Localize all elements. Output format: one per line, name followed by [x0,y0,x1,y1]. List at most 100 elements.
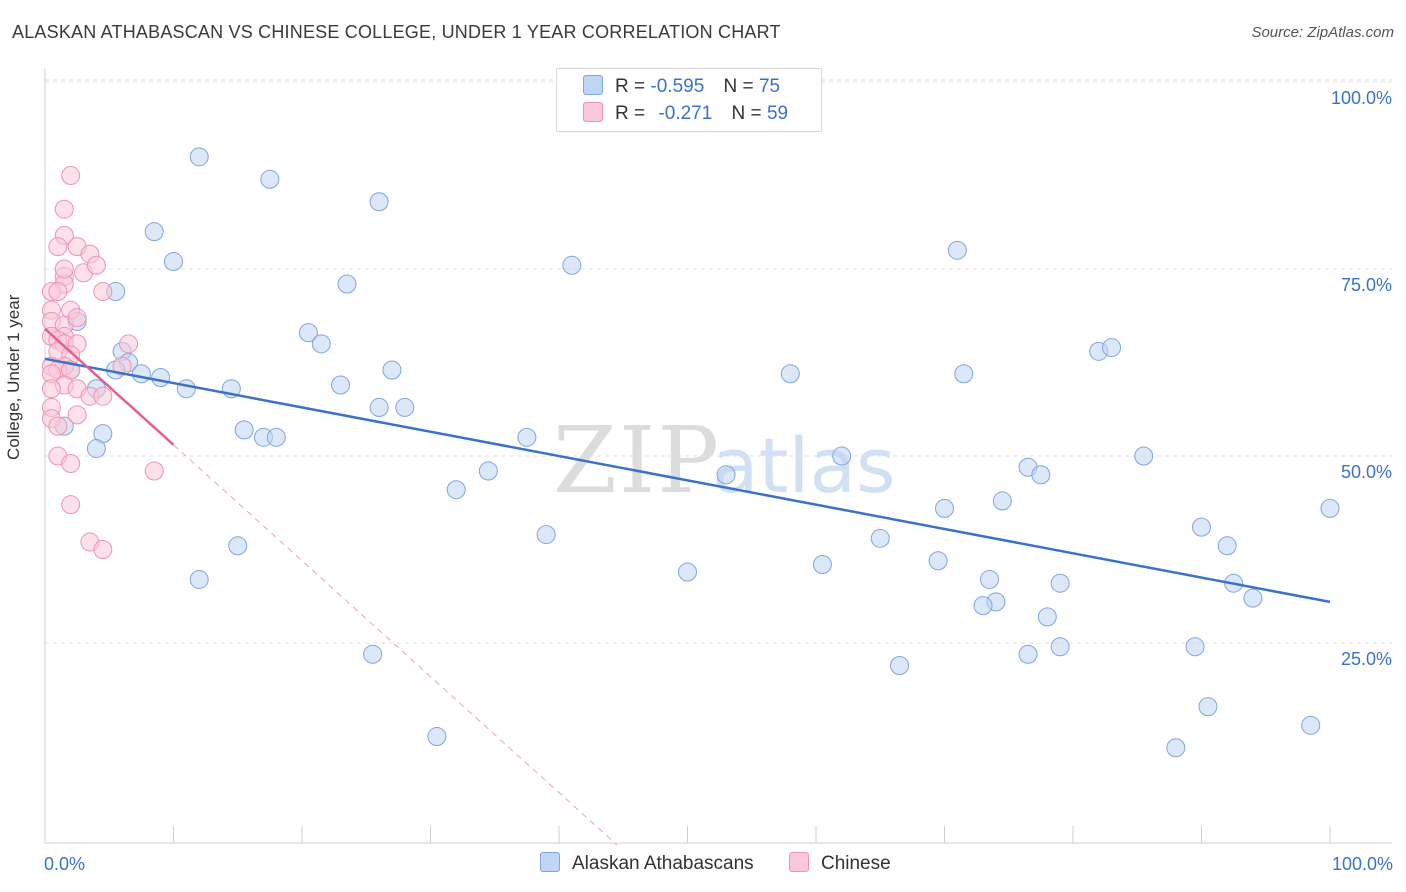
point-chinese [48,237,68,257]
point-chinese [48,281,68,301]
series-name: Chinese [820,853,891,874]
legend-swatch-blue [583,75,603,95]
point-chinese [61,166,81,186]
point-athabascan [1031,465,1051,485]
x-tick-label: 0.0% [44,854,85,874]
point-chinese [86,255,106,275]
point-athabascan [164,252,183,272]
point-athabascan [176,379,196,399]
legend-r-label: R = [615,76,646,97]
point-chinese [61,495,81,515]
point-athabascan [973,596,993,616]
point-athabascan [298,323,318,343]
point-athabascan [780,364,800,384]
point-athabascan [337,274,357,294]
point-athabascan [260,169,280,189]
point-chinese [67,405,87,425]
x-tick-label: 100.0% [1332,854,1393,874]
trendline-chinese [44,327,175,446]
point-athabascan [228,536,248,556]
point-athabascan [992,491,1012,511]
point-athabascan [1166,738,1186,758]
series-legend-athabascan[interactable]: Alaskan Athabascans [540,852,754,875]
point-athabascan [1217,536,1237,556]
point-athabascan [1102,338,1122,358]
legend-row-athabascan: R = -0.595 N = 75 [583,75,780,99]
point-athabascan [382,360,402,380]
y-tick-label: 25.0% [1341,649,1392,669]
legend-n-label: N = [723,76,754,97]
point-athabascan [395,397,415,417]
point-athabascan [234,420,254,440]
source-credit: Source: ZipAtlas.com [1251,24,1394,41]
chart-title: ALASKAN ATHABASCAN VS CHINESE COLLEGE, U… [12,22,781,42]
point-chinese [54,199,74,219]
point-athabascan [832,446,852,466]
legend-r-value: -0.271 [658,103,713,124]
point-athabascan [369,397,389,417]
point-athabascan [151,368,171,387]
series-name: Alaskan Athabascans [572,853,754,874]
legend-row-chinese: R = -0.271 N = 59 [583,102,788,126]
point-athabascan [1018,644,1038,664]
point-chinese [67,308,87,328]
point-athabascan [1198,697,1218,717]
point-athabascan [678,562,697,582]
point-athabascan [562,255,582,275]
y-axis-label: College, Under 1 year [4,294,23,460]
trendline-chinese-extension [173,444,618,846]
point-athabascan [870,528,890,548]
point-athabascan [517,427,537,447]
y-tick-label: 100.0% [1331,88,1392,108]
point-athabascan [86,439,106,459]
series-legend-chinese[interactable]: Chinese [788,852,891,875]
point-chinese [93,540,113,560]
point-athabascan [1134,446,1154,466]
point-athabascan [1037,607,1057,627]
point-chinese [144,461,164,481]
point-chinese [112,356,132,376]
point-chinese [48,416,68,436]
point-athabascan [331,375,351,395]
point-athabascan [954,364,974,384]
point-athabascan [311,334,331,354]
point-athabascan [812,555,832,574]
legend-n-value: 75 [758,76,781,97]
legend-r-label: R = [615,103,646,124]
point-athabascan [1185,637,1205,657]
point-athabascan [369,192,389,212]
point-athabascan [716,465,736,485]
legend-n-label: N = [731,103,762,124]
point-chinese [93,281,113,301]
y-tick-label: 75.0% [1341,275,1392,295]
point-chinese [61,454,81,474]
point-athabascan [1050,573,1070,593]
point-athabascan [935,498,954,518]
point-chinese [41,379,61,399]
legend-swatch-pink [583,102,603,122]
legend-n-value: 59 [766,103,789,124]
series-swatch-pink [788,852,809,872]
point-athabascan [1320,498,1340,518]
point-chinese [93,386,113,406]
point-athabascan [1301,715,1321,735]
point-chinese [119,334,139,354]
point-athabascan [1243,588,1263,608]
point-athabascan [363,644,383,664]
point-athabascan [536,525,556,545]
point-athabascan [144,222,164,242]
point-athabascan [266,427,286,447]
point-athabascan [928,551,948,571]
point-athabascan [890,655,910,675]
point-athabascan [189,569,209,589]
point-athabascan [189,147,209,167]
point-athabascan [1192,517,1211,537]
trendline-athabascan [44,357,1331,604]
correlation-legend: R = -0.595 N = 75 R = -0.271 N = 59 [556,68,822,132]
point-athabascan [1050,637,1070,657]
point-chinese [54,259,74,279]
series-legend: Alaskan Athabascans Chinese [540,852,921,875]
point-athabascan [979,569,999,589]
point-athabascan [131,364,151,384]
